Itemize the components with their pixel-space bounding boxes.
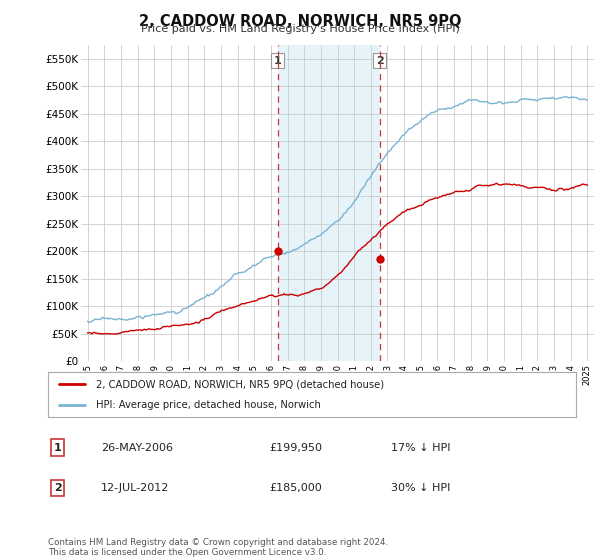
Text: 30% ↓ HPI: 30% ↓ HPI (391, 483, 451, 493)
Text: 12-JUL-2012: 12-JUL-2012 (101, 483, 169, 493)
Text: 2: 2 (376, 55, 383, 66)
Bar (278, 45, 380, 361)
Text: Contains HM Land Registry data © Crown copyright and database right 2024.
This d: Contains HM Land Registry data © Crown c… (48, 538, 388, 557)
Text: 26-MAY-2006: 26-MAY-2006 (101, 442, 173, 452)
Text: 17% ↓ HPI: 17% ↓ HPI (391, 442, 451, 452)
Text: Price paid vs. HM Land Registry's House Price Index (HPI): Price paid vs. HM Land Registry's House … (140, 24, 460, 34)
Text: 2, CADDOW ROAD, NORWICH, NR5 9PQ (detached house): 2, CADDOW ROAD, NORWICH, NR5 9PQ (detach… (95, 380, 383, 390)
Text: 1: 1 (274, 55, 281, 66)
Text: £199,950: £199,950 (270, 442, 323, 452)
Text: 2: 2 (53, 483, 61, 493)
Text: 2, CADDOW ROAD, NORWICH, NR5 9PQ: 2, CADDOW ROAD, NORWICH, NR5 9PQ (139, 14, 461, 29)
Text: HPI: Average price, detached house, Norwich: HPI: Average price, detached house, Norw… (95, 400, 320, 410)
Text: £185,000: £185,000 (270, 483, 323, 493)
Text: 1: 1 (53, 442, 61, 452)
